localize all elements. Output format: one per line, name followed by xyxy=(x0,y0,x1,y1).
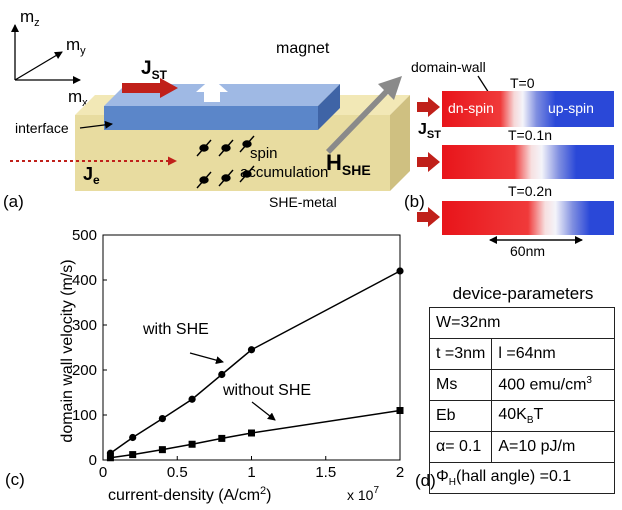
y-tick-label: 300 xyxy=(72,317,97,334)
y-tick-label: 0 xyxy=(89,452,97,469)
param-hall-angle: ΦH(hall angle) =0.1 xyxy=(429,462,615,494)
y-axis-label: domain wall velocity (m/s) xyxy=(59,259,76,442)
data-point-without-she xyxy=(218,434,226,442)
jst-arrow xyxy=(122,78,178,98)
panel-b: domain-wall T=0 dn-spin up-spin T=0.1n T… xyxy=(404,59,614,259)
axis-label-mz: mz xyxy=(20,7,40,29)
series-line-0 xyxy=(109,270,401,454)
jst-arrow-b-1 xyxy=(417,152,440,172)
time-label-0: T=0 xyxy=(510,75,535,91)
series-line-1 xyxy=(110,409,401,459)
data-point-with-she xyxy=(129,433,137,442)
domain-snapshot-t1 xyxy=(442,145,614,179)
param-width: W=32nm xyxy=(429,307,615,339)
she-metal-side-face xyxy=(390,95,410,191)
axis-label-my: my xyxy=(66,35,86,57)
velocity-chart: 0 0.5 1 1.5 2 0 100 200 300 400 500 domain wall ve… xyxy=(5,227,404,504)
param-exchange: A=10 pJ/m xyxy=(491,431,615,463)
hshe-arrow xyxy=(326,76,402,154)
time-label-2: T=0.2n xyxy=(508,183,552,199)
x-tick-label: 1.5 xyxy=(315,464,336,481)
param-length: l =64nm xyxy=(491,338,615,370)
table-row: W=32nm xyxy=(429,307,615,339)
x-axis-multiplier: x 107 xyxy=(347,485,379,503)
up-spin-label: up-spin xyxy=(548,100,594,116)
y-tick-label: 500 xyxy=(72,227,97,244)
table-row: Eb 40KBT xyxy=(428,400,615,432)
y-tick-label: 100 xyxy=(72,407,97,424)
device-parameters: device-parameters W=32nm t =3nm l =64nm … xyxy=(428,284,617,494)
accumulation-label: accumulation xyxy=(240,164,328,181)
jst-label: JST xyxy=(141,58,168,82)
panel-a: mz my mx magnet JST HSHE interface Je xyxy=(3,7,410,211)
param-eb-value: 40KBT xyxy=(491,400,615,432)
y-tick-label: 400 xyxy=(72,272,97,289)
panel-c-label: (c) xyxy=(5,470,25,489)
device-parameters-title: device-parameters xyxy=(452,284,594,303)
data-point-with-she xyxy=(188,395,196,403)
x-axis-label: current-density (A/cm2) xyxy=(108,485,272,504)
magnet-front-face xyxy=(104,106,318,130)
time-label-1: T=0.1n xyxy=(508,127,552,143)
domain-snapshot-t2 xyxy=(442,201,614,235)
x-tick-label: 2 xyxy=(396,464,404,481)
param-ms-key: Ms xyxy=(428,369,493,401)
data-point-with-she xyxy=(158,415,166,423)
spin-accumulation-icons xyxy=(196,135,255,189)
x-tick-label: 0 xyxy=(99,464,107,481)
magnetization-up-arrow xyxy=(196,78,228,102)
annotation-with-she: with SHE xyxy=(142,321,209,338)
param-eb-key: Eb xyxy=(428,400,493,432)
domain-wall-label: domain-wall xyxy=(411,59,486,75)
hshe-label: HSHE xyxy=(326,150,371,178)
je-label: Je xyxy=(83,164,100,187)
data-point-with-she xyxy=(218,370,226,379)
interface-label: interface xyxy=(15,120,69,136)
magnet-side-face xyxy=(318,84,340,130)
table-row: ΦH(hall angle) =0.1 xyxy=(429,462,615,494)
data-point-without-she xyxy=(129,451,137,459)
param-alpha: α= 0.1 xyxy=(428,431,493,463)
x-tick-label: 0.5 xyxy=(167,464,188,481)
x-tick-label: 1 xyxy=(247,464,255,481)
table-row: α= 0.1 A=10 pJ/m xyxy=(428,431,615,463)
data-point-with-she xyxy=(396,267,404,275)
data-point-without-she xyxy=(248,429,255,437)
data-point-without-she xyxy=(158,446,166,454)
data-point-without-she xyxy=(396,407,404,414)
device-parameters-table: W=32nm t =3nm l =64nm Ms 400 emu/cm3 Eb … xyxy=(428,307,615,494)
axis-label-mx: mx xyxy=(68,87,88,109)
she-metal-label: SHE-metal xyxy=(269,194,337,210)
table-row: Ms 400 emu/cm3 xyxy=(428,369,615,401)
domain-snapshot-t0 xyxy=(442,91,614,127)
annotation-without-she: without SHE xyxy=(222,382,311,399)
data-point-without-she xyxy=(106,454,114,462)
scale-label: 60nm xyxy=(510,243,545,259)
magnetization-axes xyxy=(11,24,81,84)
jst-label-b: JST xyxy=(418,121,441,141)
jst-arrow-b-0 xyxy=(417,97,440,117)
y-tick-label: 200 xyxy=(72,362,97,379)
spin-label: spin xyxy=(250,145,278,162)
table-row: t =3nm l =64nm xyxy=(428,338,615,370)
param-thickness: t =3nm xyxy=(428,338,493,370)
data-point-with-she xyxy=(247,346,256,354)
panel-a-label: (a) xyxy=(3,192,24,211)
dn-spin-label: dn-spin xyxy=(448,100,494,116)
data-point-without-she xyxy=(188,440,196,448)
param-ms-value: 400 emu/cm3 xyxy=(491,369,615,401)
jst-arrow-b-2 xyxy=(417,207,440,227)
magnet-label: magnet xyxy=(276,40,330,57)
panel-b-label: (b) xyxy=(404,192,425,211)
